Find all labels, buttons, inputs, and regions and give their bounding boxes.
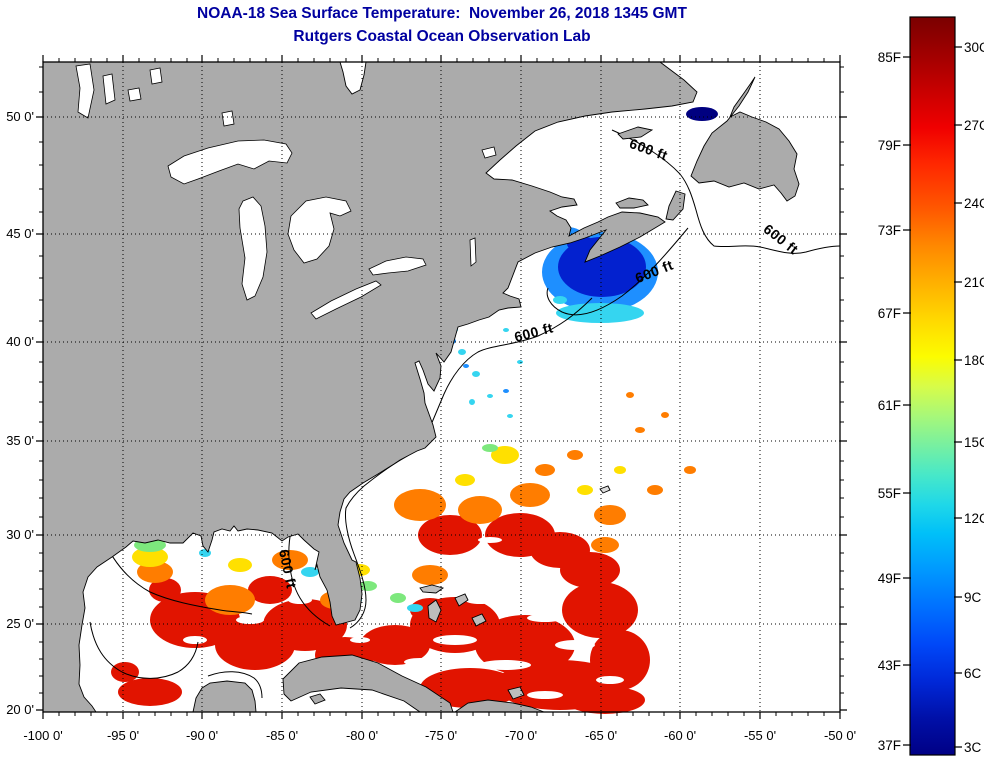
colorbar-c-label: 15C xyxy=(964,435,984,450)
colorbar-c-label: 21C xyxy=(964,275,984,290)
x-axis-minor-ticks xyxy=(58,58,825,716)
lakes xyxy=(75,63,497,320)
y-tick-label: 20 0' xyxy=(6,702,34,717)
y-tick-label: 35 0' xyxy=(6,433,34,448)
colorbar-f-label: 73F xyxy=(878,223,901,238)
colorbar-f-label: 79F xyxy=(878,138,901,153)
sst-navy-areas xyxy=(686,107,718,121)
x-tick-label: -60 0' xyxy=(664,728,696,743)
sst-deepblue-areas xyxy=(558,236,646,297)
y-axis-minor-ticks xyxy=(39,66,844,694)
sst-orange-areas xyxy=(137,392,696,615)
sst-white-cloud-gaps xyxy=(183,537,624,699)
colorbar-f-label: 85F xyxy=(878,50,901,65)
figure-title: NOAA-18 Sea Surface Temperature: Novembe… xyxy=(197,5,687,22)
gridlines xyxy=(43,62,840,712)
colorbar-c-label: 18C xyxy=(964,353,984,368)
colorbar-c-label: 12C xyxy=(964,511,984,526)
x-tick-label: -75 0' xyxy=(425,728,457,743)
x-tick-label: -50 0' xyxy=(824,728,856,743)
colorbar-c-label: 24C xyxy=(964,196,984,211)
land-mainland xyxy=(42,61,698,713)
y-tick-label: 40 0' xyxy=(6,334,34,349)
y-tick-label: 45 0' xyxy=(6,226,34,241)
colorbar-c-label: 30C xyxy=(964,40,984,55)
land-bahamas xyxy=(419,584,525,700)
colorbar-f-label: 49F xyxy=(878,571,901,586)
land-bermuda xyxy=(599,485,611,494)
colorbar-celsius-ticks xyxy=(954,46,962,748)
land-newfoundland xyxy=(690,76,800,202)
x-tick-label: -100 0' xyxy=(23,728,62,743)
x-tick-label: -55 0' xyxy=(744,728,776,743)
colorbar xyxy=(909,16,956,756)
colorbar-fahrenheit-ticks xyxy=(903,56,911,746)
colorbar-c-label: 3C xyxy=(964,740,982,755)
colorbar-f-label: 55F xyxy=(878,486,901,501)
x-tick-label: -85 0' xyxy=(266,728,298,743)
land-yucatan xyxy=(192,680,257,713)
land-prince-edward-island xyxy=(615,197,649,209)
colorbar-f-label: 67F xyxy=(878,306,901,321)
colorbar-c-label: 27C xyxy=(964,118,984,133)
y-tick-label: 30 0' xyxy=(6,527,34,542)
y-tick-label: 25 0' xyxy=(6,616,34,631)
x-tick-label: -80 0' xyxy=(346,728,378,743)
y-axis-major-ticks xyxy=(36,116,847,711)
x-tick-label: -90 0' xyxy=(186,728,218,743)
colorbar-f-label: 61F xyxy=(878,398,901,413)
x-tick-label: -65 0' xyxy=(585,728,617,743)
figure-subtitle: Rutgers Coastal Ocean Observation Lab xyxy=(293,28,591,45)
colorbar-f-label: 37F xyxy=(878,738,901,753)
y-tick-label: 50 0' xyxy=(6,109,34,124)
x-tick-label: -95 0' xyxy=(107,728,139,743)
colorbar-c-label: 9C xyxy=(964,590,982,605)
x-tick-label: -70 0' xyxy=(505,728,537,743)
land-anticosti-island xyxy=(617,126,654,140)
colorbar-c-label: 6C xyxy=(964,666,982,681)
x-axis-major-ticks xyxy=(42,55,841,719)
colorbar-f-label: 43F xyxy=(878,658,901,673)
